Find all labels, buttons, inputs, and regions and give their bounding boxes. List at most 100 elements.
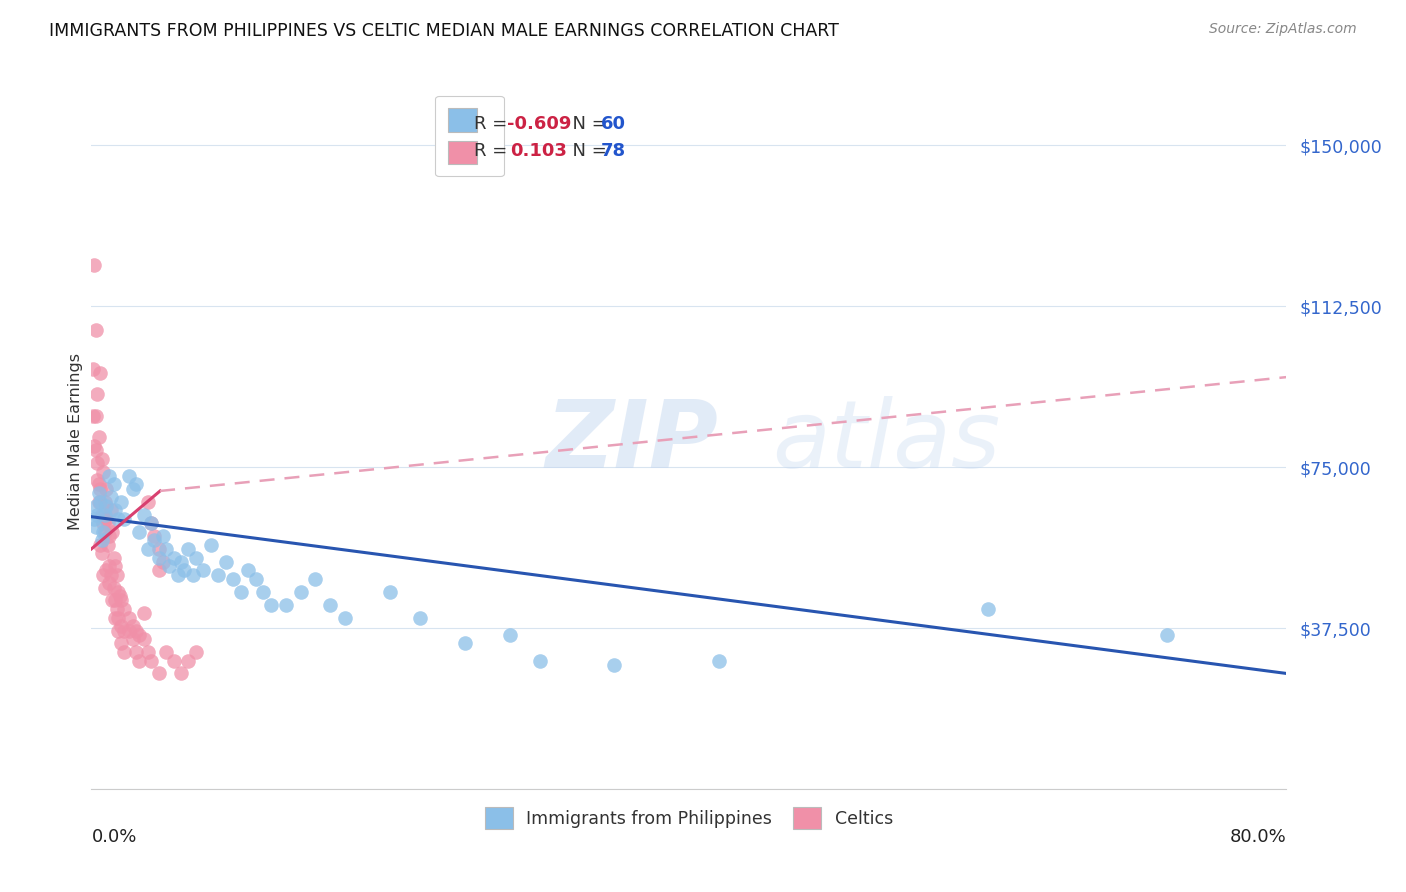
- Point: [87, 477, 110, 491]
- Point: [125, 645, 148, 659]
- Point: [86, 387, 108, 401]
- Point: [136, 494, 159, 508]
- Point: [148, 541, 170, 556]
- Text: N =: N =: [561, 115, 613, 133]
- Point: [603, 657, 626, 672]
- Point: [132, 607, 155, 621]
- Point: [101, 524, 124, 539]
- Point: [98, 469, 121, 483]
- Point: [184, 550, 207, 565]
- Point: [259, 598, 281, 612]
- Text: R =: R =: [474, 115, 513, 133]
- Point: [136, 541, 159, 556]
- Point: [128, 628, 150, 642]
- Point: [86, 456, 108, 470]
- Point: [162, 550, 184, 565]
- Point: [454, 636, 477, 650]
- Point: [245, 572, 267, 586]
- Point: [125, 624, 148, 638]
- Y-axis label: Median Male Earnings: Median Male Earnings: [67, 353, 83, 530]
- Point: [93, 465, 115, 479]
- Point: [96, 563, 118, 577]
- Text: 0.103: 0.103: [509, 142, 567, 160]
- Point: [90, 451, 112, 466]
- Point: [105, 602, 128, 616]
- Point: [83, 259, 105, 273]
- Point: [110, 619, 132, 633]
- Text: Source: ZipAtlas.com: Source: ZipAtlas.com: [1209, 22, 1357, 37]
- Point: [304, 572, 326, 586]
- Point: [155, 541, 177, 556]
- Point: [143, 533, 166, 548]
- Point: [97, 516, 120, 530]
- Point: [141, 516, 163, 530]
- Point: [103, 477, 125, 491]
- Point: [100, 503, 122, 517]
- Point: [100, 491, 122, 505]
- Point: [98, 559, 121, 574]
- Point: [97, 538, 120, 552]
- Point: [98, 529, 121, 543]
- Point: [290, 585, 312, 599]
- Point: [110, 494, 132, 508]
- Point: [96, 499, 118, 513]
- Point: [177, 541, 200, 556]
- Point: [94, 508, 117, 522]
- Point: [84, 409, 107, 423]
- Point: [98, 576, 121, 591]
- Point: [87, 494, 110, 508]
- Point: [125, 477, 148, 491]
- Point: [89, 538, 111, 552]
- Point: [82, 361, 104, 376]
- Point: [112, 602, 135, 616]
- Point: [110, 593, 132, 607]
- Point: [82, 409, 104, 423]
- Point: [104, 593, 127, 607]
- Point: [148, 563, 170, 577]
- Point: [86, 508, 108, 522]
- Point: [173, 563, 195, 577]
- Point: [207, 567, 229, 582]
- Point: [100, 567, 122, 582]
- Point: [84, 520, 107, 534]
- Point: [89, 494, 111, 508]
- Point: [112, 624, 135, 638]
- Point: [132, 508, 155, 522]
- Text: 80.0%: 80.0%: [1230, 828, 1286, 846]
- Point: [101, 593, 124, 607]
- Point: [167, 567, 190, 582]
- Text: IMMIGRANTS FROM PHILIPPINES VS CELTIC MEDIAN MALE EARNINGS CORRELATION CHART: IMMIGRANTS FROM PHILIPPINES VS CELTIC ME…: [49, 22, 839, 40]
- Point: [96, 512, 118, 526]
- Point: [184, 645, 207, 659]
- Point: [104, 610, 127, 624]
- Point: [107, 610, 129, 624]
- Point: [93, 567, 115, 582]
- Point: [83, 439, 105, 453]
- Legend: Immigrants from Philippines, Celtics: Immigrants from Philippines, Celtics: [474, 797, 904, 840]
- Point: [90, 508, 112, 522]
- Text: 78: 78: [600, 142, 626, 160]
- Point: [157, 559, 180, 574]
- Point: [170, 666, 193, 681]
- Point: [193, 563, 215, 577]
- Point: [707, 654, 730, 668]
- Point: [84, 443, 107, 458]
- Point: [94, 524, 117, 539]
- Text: R =: R =: [474, 142, 519, 160]
- Point: [93, 524, 115, 539]
- Point: [87, 430, 110, 444]
- Point: [274, 598, 297, 612]
- Point: [103, 550, 125, 565]
- Point: [122, 619, 145, 633]
- Point: [86, 473, 108, 487]
- Point: [319, 598, 342, 612]
- Point: [215, 555, 238, 569]
- Point: [107, 585, 129, 599]
- Point: [87, 486, 110, 500]
- Point: [90, 546, 112, 560]
- Text: 0.0%: 0.0%: [91, 828, 136, 846]
- Point: [94, 494, 117, 508]
- Point: [181, 567, 204, 582]
- Point: [118, 610, 141, 624]
- Point: [152, 555, 174, 569]
